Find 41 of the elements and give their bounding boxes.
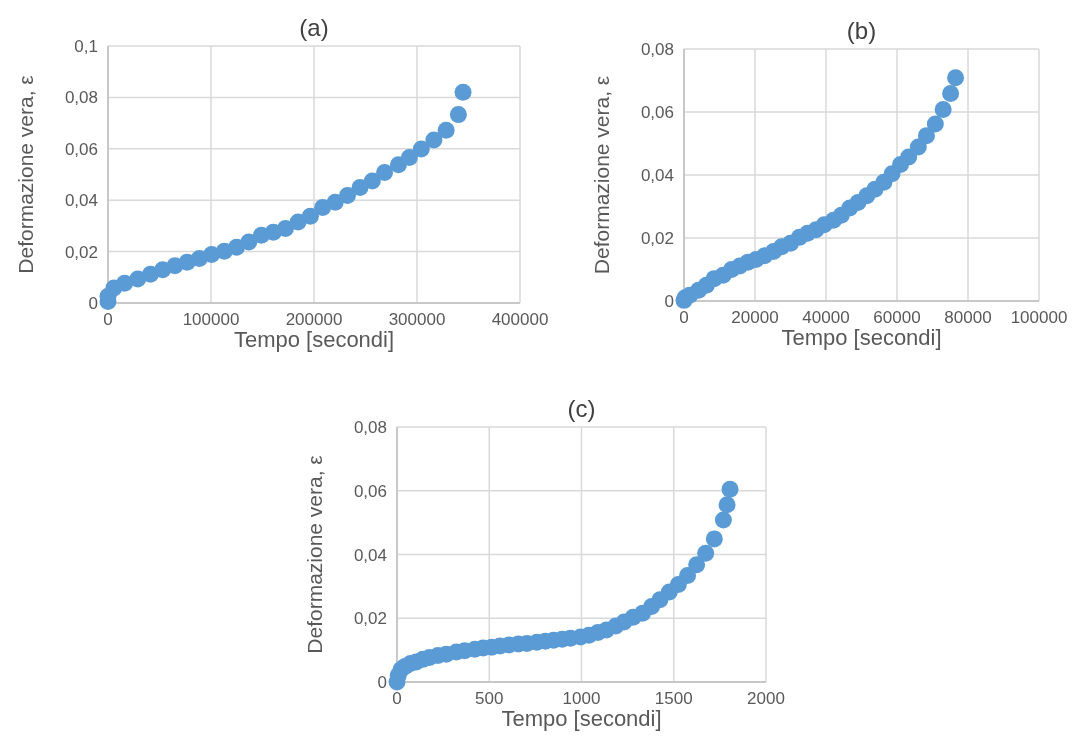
y-tick-label: 0,06 <box>353 481 387 501</box>
y-tick-label: 0,04 <box>640 166 674 185</box>
x-tick-label: 2000 <box>747 689 785 708</box>
x-tick-label: 400000 <box>491 310 549 329</box>
y-tick-label: 0,04 <box>353 545 387 565</box>
x-axis-title: Tempo [secondi] <box>233 327 395 352</box>
x-axis-title: Tempo [secondi] <box>501 706 662 731</box>
x-tick-label: 20000 <box>731 308 779 327</box>
x-tick-label: 40000 <box>802 308 850 327</box>
y-tick-label: 0,04 <box>64 191 98 211</box>
y-tick-label: 0,08 <box>64 88 98 108</box>
x-tick-label: 60000 <box>873 308 921 327</box>
x-tick-label: 1500 <box>654 689 693 708</box>
x-tick-label: 300000 <box>388 310 446 329</box>
x-tick-label: 200000 <box>285 310 343 329</box>
x-tick-label: 80000 <box>944 308 992 327</box>
y-tick-label: 0,02 <box>640 229 674 248</box>
y-tick-label: 0,08 <box>640 40 674 59</box>
chart-title: (a) <box>299 14 329 41</box>
y-tick-label: 0,1 <box>74 37 98 56</box>
x-tick-label: 100000 <box>182 310 240 329</box>
y-tick-label: 0 <box>664 292 674 311</box>
x-tick-label: 0 <box>103 310 113 329</box>
y-tick-label: 0,06 <box>640 103 674 122</box>
chart-title: (b) <box>846 17 877 44</box>
y-tick-label: 0 <box>377 673 387 692</box>
y-axis-title: Deformazione vera, ε <box>14 75 37 274</box>
x-tick-label: 100000 <box>1010 308 1068 327</box>
x-tick-label: 0 <box>392 689 402 708</box>
x-axis-title: Tempo [secondi] <box>781 325 942 350</box>
x-tick-label: 1000 <box>562 689 601 708</box>
y-tick-label: 0,08 <box>353 418 387 437</box>
x-tick-label: 0 <box>679 308 689 327</box>
x-tick-label: 500 <box>475 689 504 708</box>
chart-title: (c) <box>567 395 596 422</box>
y-tick-label: 0 <box>88 294 98 313</box>
y-tick-label: 0,02 <box>353 609 387 629</box>
y-axis-title: Deformazione vera, ε <box>303 455 326 654</box>
y-axis-title: Deformazione vera, ε <box>590 75 613 275</box>
y-tick-label: 0,02 <box>64 242 98 262</box>
y-tick-label: 0,06 <box>64 139 98 159</box>
